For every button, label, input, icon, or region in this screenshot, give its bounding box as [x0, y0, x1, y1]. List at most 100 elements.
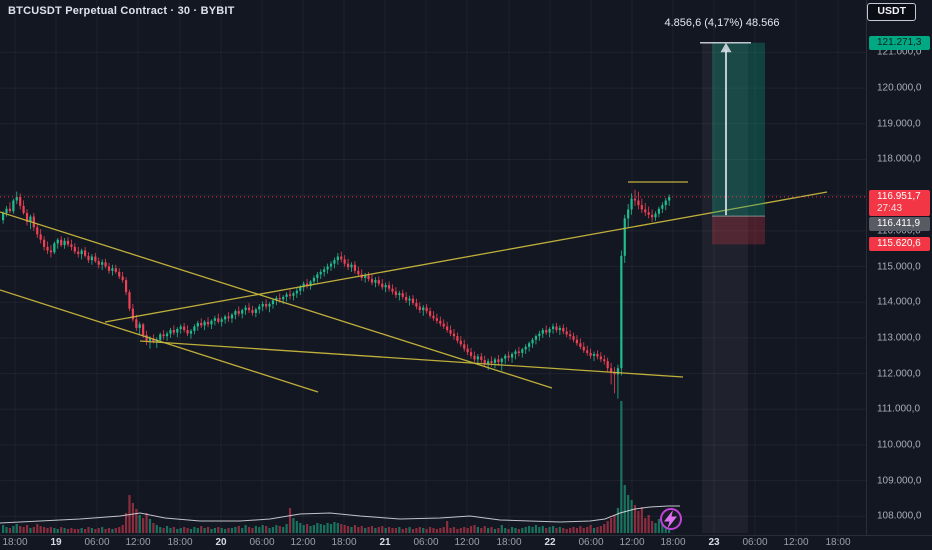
trendline[interactable] — [0, 289, 319, 393]
volume-bar — [435, 529, 438, 533]
time-axis-label: 18:00 — [167, 537, 193, 548]
volume-bar — [449, 528, 452, 533]
candle-body — [428, 311, 432, 316]
bar-countdown: 27:43 — [877, 202, 903, 214]
candle-body — [377, 280, 380, 284]
candle-body — [227, 316, 230, 319]
volume-bar — [87, 527, 90, 533]
price-axis-label: 111.000,0 — [877, 403, 921, 415]
volume-bar — [271, 527, 275, 533]
candle-body — [541, 330, 544, 334]
candle-body — [609, 368, 613, 372]
volume-bar — [620, 401, 623, 533]
position-tool-summary: 4.856,6 (4,17%) 48.566 — [664, 17, 780, 29]
candle-body — [528, 343, 531, 347]
volume-bar — [42, 527, 46, 533]
price-axis-label: 120.000,0 — [877, 82, 922, 94]
price-axis-label: 109.000,0 — [877, 475, 922, 487]
volume-bar — [186, 528, 189, 533]
volume-bar — [172, 527, 175, 533]
volume-bar — [323, 525, 326, 533]
volume-bar — [613, 515, 616, 533]
candle-body — [145, 335, 148, 341]
volume-bar — [288, 508, 292, 533]
volume-bar — [415, 528, 418, 533]
time-axis-label: 18:00 — [660, 537, 686, 548]
trendline[interactable] — [139, 340, 684, 378]
candle-body — [114, 268, 117, 272]
time-axis-label: 22 — [544, 537, 556, 548]
candle-body — [627, 209, 630, 219]
candle-body — [183, 326, 186, 331]
candle-body — [630, 198, 633, 210]
price-axis-label: 108.000,0 — [877, 510, 922, 522]
volume-bar — [545, 528, 548, 533]
time-axis-label: 06:00 — [578, 537, 604, 548]
volume-bar — [104, 529, 107, 533]
trendline[interactable] — [0, 211, 553, 389]
candle-body — [425, 307, 428, 312]
volume-bar — [398, 527, 401, 533]
volume-bar — [312, 525, 316, 533]
candle-body — [405, 296, 408, 301]
volume-bar — [278, 526, 281, 533]
time-axis[interactable]: 18:00 19 06:00 12:00 18:00 20 06:00 12:00 18:00 2… — [0, 535, 932, 550]
time-axis-label: 06:00 — [249, 537, 275, 548]
volume-bar — [169, 528, 172, 533]
currency-toggle-button[interactable]: USDT — [867, 3, 916, 21]
volume-bar — [364, 528, 367, 533]
volume-bar — [637, 511, 640, 533]
volume-bar — [145, 513, 148, 533]
candle-body — [278, 297, 281, 300]
candle-body — [596, 353, 599, 357]
candle-body — [186, 330, 189, 334]
volume-bar — [374, 528, 377, 533]
volume-bar — [599, 526, 602, 533]
candle-body — [46, 246, 49, 251]
candle-body — [483, 360, 486, 364]
candle-body — [603, 359, 606, 362]
volume-bar — [200, 526, 203, 533]
volume-bar — [562, 528, 565, 533]
volume-bar — [162, 528, 165, 533]
candle-body — [12, 200, 15, 212]
candle-body — [476, 356, 479, 360]
volume-bar — [367, 527, 370, 533]
price-axis-label: 113.000,0 — [877, 332, 921, 344]
volume-bar — [53, 528, 56, 533]
candle-body — [452, 333, 456, 337]
candle-body — [606, 361, 609, 369]
volume-bar — [558, 527, 561, 533]
volume-bar — [446, 521, 449, 533]
volume-bar — [135, 509, 138, 533]
volume-bar — [469, 526, 473, 533]
time-axis-label: 12:00 — [783, 537, 809, 548]
lightning-bolt-glyph — [664, 510, 677, 529]
trendline[interactable] — [104, 191, 828, 323]
candle-body — [5, 208, 8, 214]
long-position-profit-zone[interactable] — [712, 42, 765, 217]
candle-body — [200, 322, 203, 326]
volume-bar — [70, 528, 73, 533]
volume-bar — [261, 525, 264, 533]
volume-bar — [292, 518, 295, 533]
price-axis[interactable]: 121.000,0120.000,0119.000,0118.000,0117.… — [866, 0, 932, 535]
candle-body — [333, 260, 336, 264]
candle-body — [121, 276, 124, 281]
candle-body — [206, 321, 210, 325]
candle-body — [53, 243, 56, 253]
volume-bar — [49, 527, 53, 533]
candle-body — [172, 330, 175, 333]
time-axis-label: 12:00 — [619, 537, 645, 548]
volume-bar — [609, 518, 613, 533]
volume-bar — [251, 528, 254, 533]
volume-bar — [343, 525, 346, 533]
volume-bar — [442, 527, 445, 533]
volume-bar — [606, 521, 609, 533]
price-badge-entry: 116.411,9 — [869, 217, 930, 231]
candle-body — [42, 239, 46, 247]
candle-body — [620, 255, 623, 369]
candle-body — [579, 343, 582, 347]
long-position-loss-zone[interactable] — [712, 216, 765, 245]
